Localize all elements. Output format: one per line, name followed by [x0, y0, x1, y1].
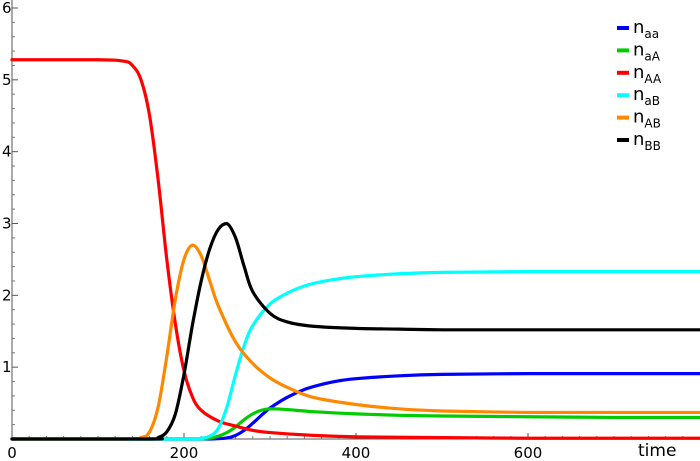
x-tick-label: 200	[170, 444, 199, 461]
series-line-AA	[10, 58, 700, 440]
y-tick-label: 4	[2, 143, 12, 161]
series-line-aa	[10, 372, 700, 441]
series-lines	[10, 58, 700, 441]
legend-entry-AA: nAA	[633, 62, 662, 86]
y-tick-label: 1	[2, 358, 12, 376]
x-tick-label: 400	[342, 444, 371, 461]
y-tick-label: 2	[2, 286, 12, 304]
series-line-AB	[10, 243, 700, 441]
legend-entry-BB: nBB	[633, 129, 661, 153]
y-tick-label: 5	[2, 71, 12, 89]
series-line-aB	[10, 270, 700, 441]
legend-entry-aB: naB	[633, 84, 660, 108]
x-tick-label: 0	[7, 444, 17, 461]
x-tick-label: 600	[514, 444, 543, 461]
legend-entry-aA: naA	[633, 39, 661, 63]
x-axis-label: time	[638, 441, 676, 461]
legend-entry-aa: naa	[633, 17, 659, 41]
y-tick-label: 6	[2, 0, 12, 17]
legend-entry-AB: nAB	[633, 107, 661, 131]
series-line-BB	[10, 221, 700, 441]
y-tick-label: 3	[2, 215, 12, 233]
